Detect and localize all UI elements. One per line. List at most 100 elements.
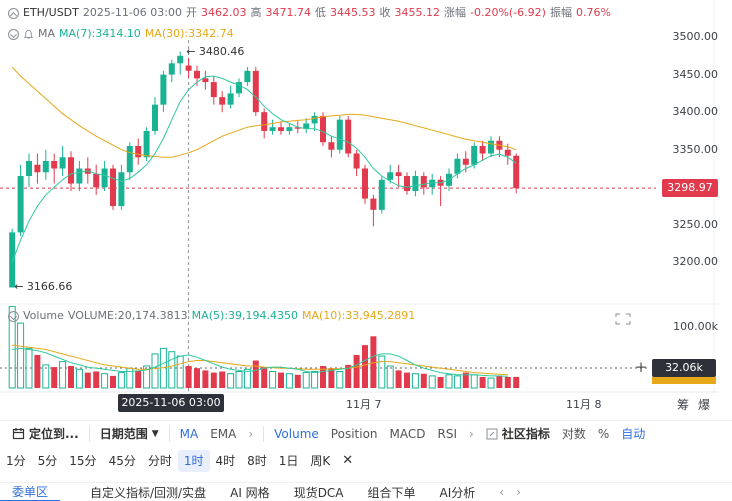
chevron-right-icon[interactable]: › bbox=[469, 426, 474, 441]
auto-scale-button[interactable]: 自动 bbox=[621, 427, 646, 441]
candle-body bbox=[420, 176, 427, 188]
ma30-value: MA(30):3342.74 bbox=[144, 27, 234, 40]
volume-bar bbox=[320, 366, 326, 388]
volume-bar bbox=[143, 365, 151, 389]
tf-45m[interactable]: 45分 bbox=[108, 454, 136, 468]
tab-orders[interactable]: 委单区 bbox=[0, 483, 61, 501]
candle-body bbox=[454, 158, 461, 174]
log-scale-button[interactable]: 对数 bbox=[561, 427, 586, 441]
tf-1m[interactable]: 1分 bbox=[6, 454, 26, 468]
change-value: -0.20%(-6.92) bbox=[470, 6, 546, 19]
ma7-line bbox=[11, 75, 517, 263]
collapse-icon[interactable] bbox=[8, 7, 19, 19]
indicator-ema[interactable]: EMA bbox=[210, 426, 237, 441]
locate-button[interactable]: 定位到... bbox=[0, 425, 85, 442]
volume-bar bbox=[345, 364, 352, 388]
close-value: 3455.12 bbox=[394, 6, 441, 19]
amplitude-label: 振幅 bbox=[549, 6, 572, 19]
tf-time-sharing[interactable]: 分时 bbox=[147, 454, 172, 468]
time-label-nov8: 11月 8 bbox=[566, 398, 602, 411]
tab-spot-dca[interactable]: 现货DCA bbox=[293, 485, 344, 500]
tf-4h[interactable]: 4时 bbox=[215, 454, 236, 468]
volume-bar bbox=[168, 351, 176, 389]
liquidation-button[interactable]: 爆 bbox=[698, 398, 711, 412]
volume-bar bbox=[336, 371, 344, 389]
ma-legend: MA MA(7):3414.10 MA(30):3342.74 bbox=[8, 27, 234, 41]
volume-bar bbox=[243, 368, 251, 389]
add-icon[interactable]: + bbox=[634, 358, 648, 376]
chip-distribution-button[interactable]: 筹 bbox=[677, 398, 690, 412]
candle-body bbox=[278, 127, 284, 131]
tf-8h[interactable]: 8时 bbox=[247, 454, 267, 468]
indicator-macd[interactable]: MACD bbox=[389, 426, 426, 441]
edit-icon bbox=[486, 428, 498, 439]
chevron-right-icon[interactable]: › bbox=[516, 485, 521, 499]
volume-bar bbox=[227, 373, 235, 389]
divider bbox=[168, 425, 170, 442]
volume-bar bbox=[68, 366, 74, 388]
candle-body bbox=[320, 115, 326, 143]
candle-body bbox=[345, 119, 352, 154]
candle-body bbox=[429, 179, 436, 188]
date-range-button[interactable]: 日期范围 ▼ bbox=[94, 425, 165, 442]
bottom-tabs: 委单区 自定义指标/回测/实盘 AI 网格 现货DCA 组合下单 AI分析 ‹ … bbox=[0, 482, 732, 501]
high-annotation-value: 3480.46 bbox=[198, 44, 245, 58]
candle-body bbox=[504, 149, 511, 156]
chevron-left-icon[interactable]: ‹ bbox=[499, 485, 505, 499]
indicator-volume[interactable]: Volume bbox=[274, 426, 319, 441]
price-tick: 3350.00 bbox=[672, 142, 719, 156]
candle-body bbox=[110, 168, 116, 207]
volume-bar bbox=[278, 372, 284, 388]
bell-icon[interactable] bbox=[23, 29, 34, 40]
ma-collapse-icon[interactable] bbox=[8, 28, 19, 40]
volume-bar bbox=[75, 368, 83, 389]
tab-ai-analysis[interactable]: AI分析 bbox=[439, 485, 476, 500]
volume-bar bbox=[17, 322, 25, 389]
candle-body bbox=[404, 176, 410, 192]
expand-icon[interactable] bbox=[613, 311, 633, 327]
volume-bar bbox=[487, 377, 495, 389]
candle-body bbox=[177, 55, 184, 64]
tf-5m[interactable]: 5分 bbox=[37, 454, 58, 468]
volume-collapse-icon[interactable] bbox=[8, 310, 19, 322]
close-icon[interactable]: ✕ bbox=[342, 453, 354, 468]
candle-body bbox=[294, 127, 301, 129]
community-indicators-button[interactable]: 社区指标 bbox=[480, 425, 556, 442]
volume-bar bbox=[42, 364, 50, 389]
chart-canvas[interactable] bbox=[0, 0, 732, 420]
candle-body bbox=[378, 179, 385, 210]
candle-body bbox=[118, 172, 125, 207]
tf-1h[interactable]: 1时 bbox=[177, 450, 210, 472]
low-value: 3445.53 bbox=[330, 6, 376, 19]
open-label: 开 bbox=[186, 6, 197, 19]
candle-body bbox=[185, 65, 192, 71]
tab-custom-indicators[interactable]: 自定义指标/回测/实盘 bbox=[90, 485, 207, 500]
volume-bar bbox=[470, 374, 478, 389]
divider bbox=[88, 425, 90, 442]
tf-week[interactable]: 周K bbox=[310, 454, 331, 468]
price-tick: 3250.00 bbox=[672, 217, 719, 231]
tf-1d[interactable]: 1日 bbox=[278, 454, 299, 468]
volume-legend: Volume VOLUME:20,174.3813 MA(5):39,194.4… bbox=[8, 309, 415, 323]
volume-bar bbox=[496, 375, 503, 388]
indicator-position[interactable]: Position bbox=[330, 426, 378, 441]
community-label: 社区指标 bbox=[501, 427, 550, 441]
volume-bar bbox=[110, 375, 116, 388]
tab-ai-grid[interactable]: AI 网格 bbox=[230, 485, 270, 500]
candle-body bbox=[236, 82, 242, 94]
volume-bar bbox=[176, 355, 184, 389]
chevron-right-icon[interactable]: › bbox=[248, 426, 254, 441]
indicator-ma[interactable]: MA bbox=[179, 426, 199, 441]
tab-combo-order[interactable]: 组合下单 bbox=[367, 485, 416, 500]
percent-scale-button[interactable]: % bbox=[597, 426, 610, 441]
locate-label: 定位到... bbox=[29, 427, 79, 441]
high-value: 3471.74 bbox=[265, 6, 312, 19]
ma7-value: MA(7):3414.10 bbox=[59, 27, 141, 40]
volume-label: Volume bbox=[23, 309, 64, 322]
candle-body bbox=[93, 173, 100, 188]
volume-bar bbox=[453, 375, 461, 389]
ma30-line bbox=[11, 66, 517, 158]
tf-15m[interactable]: 15分 bbox=[69, 454, 97, 468]
volume-bar bbox=[117, 372, 125, 389]
indicator-rsi[interactable]: RSI bbox=[437, 426, 458, 441]
